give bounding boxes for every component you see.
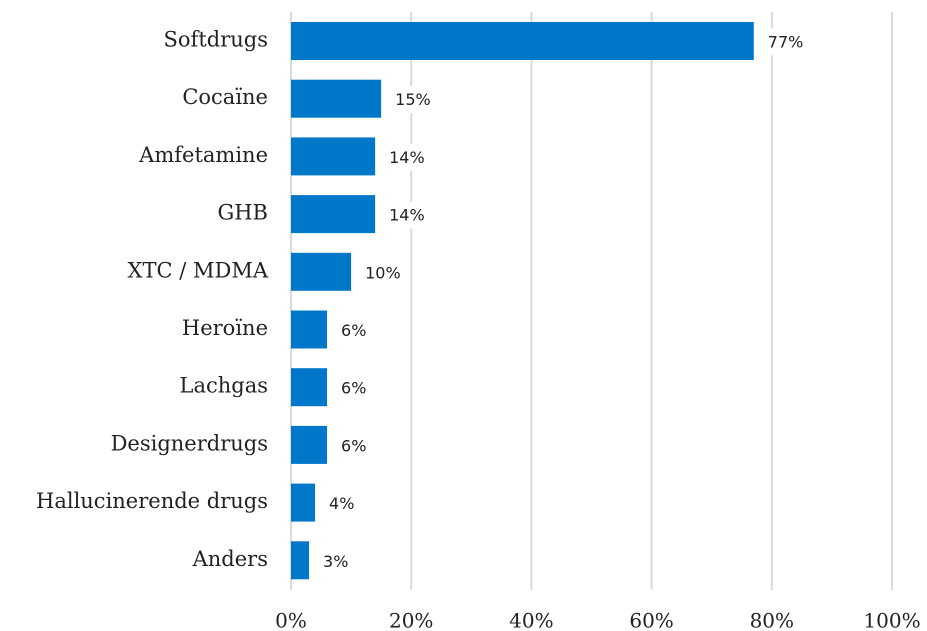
x-tick-label: 40% (509, 609, 553, 631)
value-label-bg (383, 201, 431, 229)
y-tick-label: Amfetamine (138, 143, 268, 167)
value-label-bg (389, 86, 437, 114)
bar (291, 483, 316, 522)
value-label: 77% (768, 33, 804, 52)
bar (291, 79, 382, 118)
bar (291, 137, 376, 176)
y-tick-label: Anders (192, 547, 268, 571)
value-label: 14% (389, 206, 425, 225)
x-tick-label: 60% (629, 609, 673, 631)
y-tick-label: Lachgas (180, 374, 269, 398)
value-label-bg (761, 28, 810, 56)
value-label-bg (323, 490, 361, 518)
y-tick-label: GHB (217, 201, 268, 225)
x-tick-label: 20% (389, 609, 433, 631)
value-label: 6% (341, 379, 366, 398)
value-label: 15% (395, 90, 431, 109)
bar (291, 310, 328, 349)
value-label: 10% (365, 263, 401, 282)
value-label-bg (335, 317, 373, 344)
y-tick-label: Hallucinerende drugs (36, 489, 268, 513)
bar (291, 195, 376, 234)
value-label: 6% (341, 436, 366, 455)
value-label-bg (359, 259, 407, 287)
value-label-bg (317, 547, 355, 575)
value-label-bg (383, 143, 431, 171)
y-tick-label: Softdrugs (164, 28, 268, 52)
value-label: 4% (329, 494, 354, 513)
y-tick-label: Designerdrugs (111, 431, 268, 455)
x-tick-label: 0% (275, 609, 307, 631)
value-label: 14% (389, 148, 425, 167)
bar (291, 252, 352, 291)
value-label: 6% (341, 321, 366, 340)
x-tick-label: 100% (863, 609, 920, 631)
bar (291, 425, 328, 464)
y-tick-label: XTC / MDMA (128, 258, 269, 282)
bar (291, 22, 754, 60)
value-label-bg (335, 374, 373, 402)
bar (291, 368, 328, 407)
value-label-bg (335, 432, 373, 460)
value-label: 3% (323, 552, 348, 571)
y-tick-label: Heroïne (182, 316, 268, 340)
bar (291, 541, 310, 580)
y-tick-label: Cocaïne (182, 85, 268, 109)
x-tick-label: 80% (750, 609, 794, 631)
